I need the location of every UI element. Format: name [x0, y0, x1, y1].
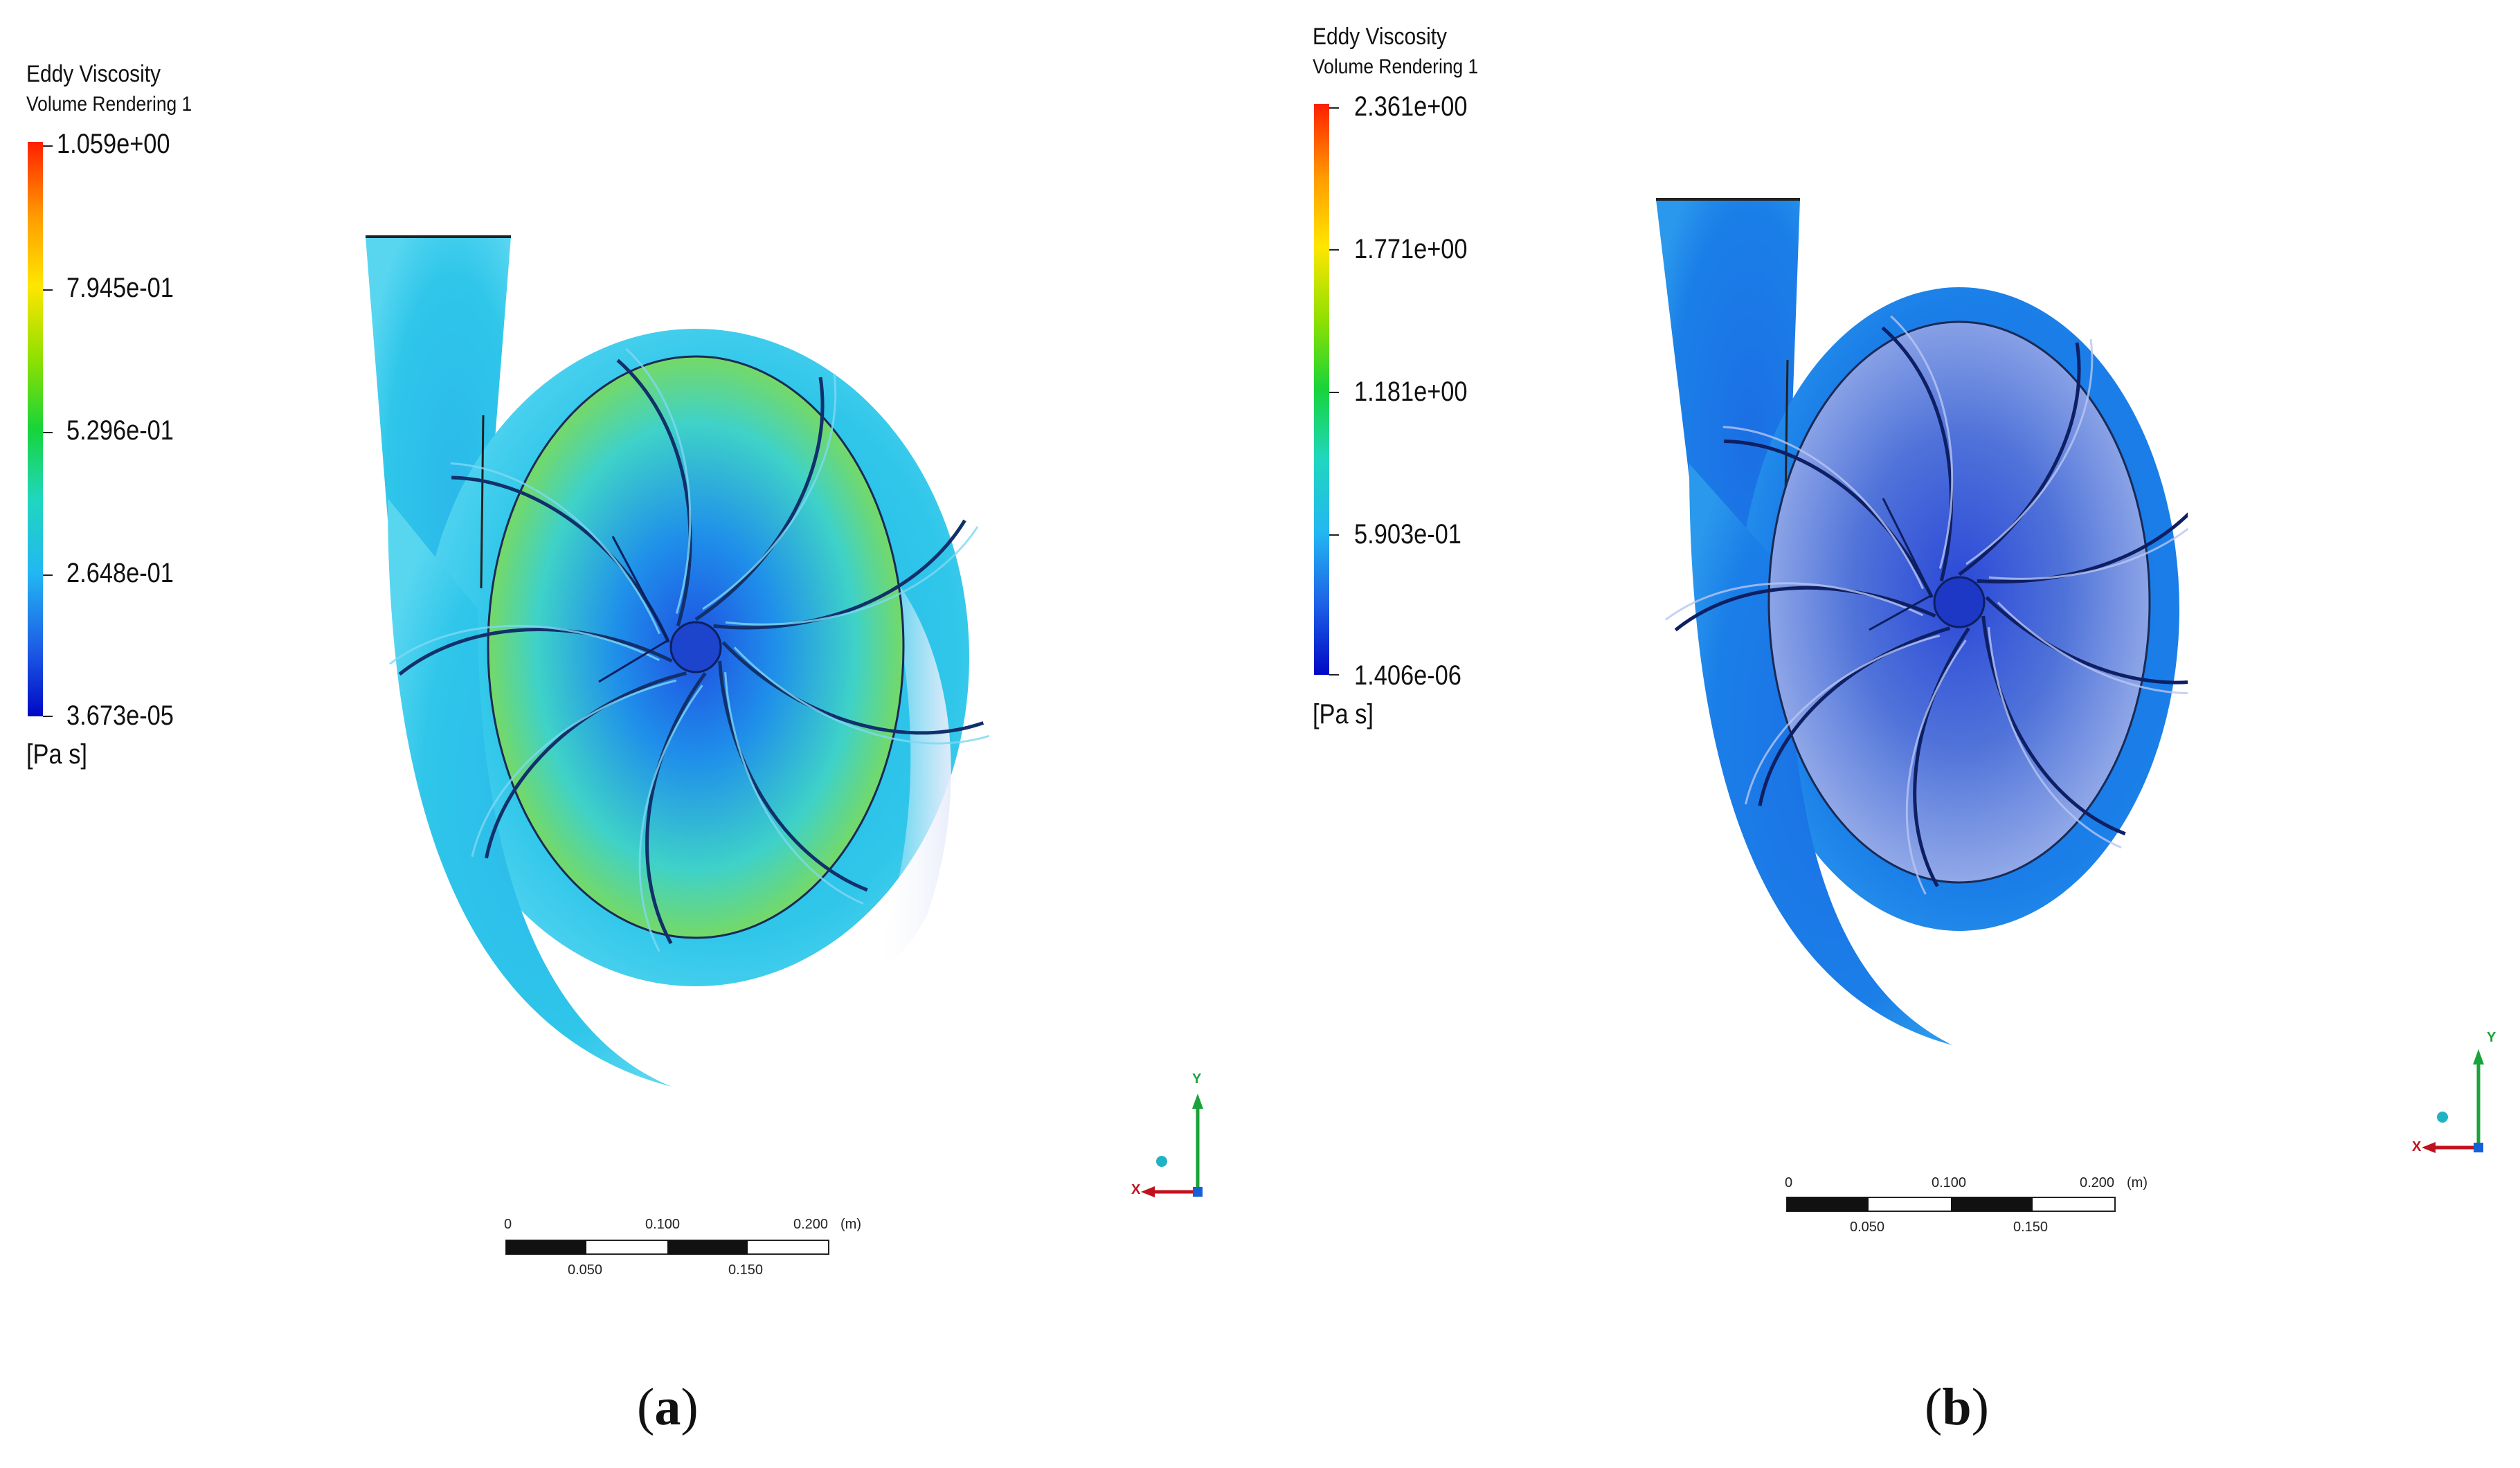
axis-x-label: X	[2412, 1139, 2422, 1154]
panel-b: Eddy Viscosity Volume Rendering 1 2.361e…	[1260, 0, 2520, 1468]
colorbar-tick	[43, 716, 53, 717]
colorbar-tick	[1329, 392, 1339, 393]
colorbar-tick	[1329, 534, 1339, 536]
colorbar-tick-label: 5.296e-01	[66, 415, 174, 446]
scale-bar-label: 0.100	[1932, 1175, 1967, 1190]
panel-caption: (a)	[637, 1378, 699, 1436]
axis-triad	[2422, 1049, 2484, 1153]
impeller	[1665, 315, 2188, 895]
colorbar	[1314, 104, 1329, 675]
scale-bar-label: 0.150	[2013, 1220, 2049, 1235]
colorbar-tick-label: 1.406e-06	[1354, 660, 1461, 691]
scale-bar-label: 0.050	[568, 1262, 603, 1278]
volute-casing	[1689, 464, 1952, 1045]
impeller	[389, 347, 990, 952]
colorbar-tick	[43, 432, 53, 433]
scale-bar-label: 0	[504, 1217, 512, 1232]
colorbar-tick-label: 5.903e-01	[1354, 519, 1461, 550]
colorbar-tick	[1329, 107, 1339, 109]
volute-casing	[366, 237, 526, 747]
legend-title: Eddy Viscosity	[26, 61, 161, 87]
colorbar-tick-label: 1.059e+00	[57, 129, 170, 159]
pump-volume-rendering	[366, 235, 990, 1087]
colorbar-tick	[43, 289, 53, 291]
legend-title: Eddy Viscosity	[1313, 24, 1448, 50]
axis-y-label: Y	[1192, 1071, 1202, 1087]
panel-a: Eddy Viscosity Volume Rendering 1 1.059e…	[26, 61, 1203, 1436]
colorbar-tick-label: 2.648e-01	[66, 558, 174, 588]
colorbar-tick-label: 1.771e+00	[1354, 234, 1468, 264]
colorbar-unit: [Pa s]	[26, 739, 87, 770]
scale-bar-label: 0.150	[728, 1262, 764, 1278]
scale-bar	[1786, 1197, 2116, 1212]
colorbar-tick-label: 1.181e+00	[1354, 377, 1468, 407]
panel-caption: (b)	[1925, 1378, 1989, 1436]
scale-bar-label: 0.100	[645, 1217, 681, 1232]
colorbar-tick	[1329, 674, 1339, 676]
colorbar-tick-label: 7.945e-01	[66, 273, 174, 303]
scale-bar-label: 0	[1785, 1175, 1793, 1190]
axis-y-label: Y	[2487, 1030, 2496, 1045]
scale-bar-label: 0.200	[2080, 1175, 2115, 1190]
colorbar-tick	[1329, 249, 1339, 251]
legend-subtitle: Volume Rendering 1	[1313, 55, 1479, 78]
colorbar	[28, 142, 43, 716]
colorbar-tick	[43, 145, 53, 147]
scale-bar-label: 0.050	[1850, 1220, 1885, 1235]
scale-bar-label: (m)	[2127, 1175, 2148, 1190]
axis-x-label: X	[1131, 1182, 1141, 1197]
axis-triad	[1141, 1094, 1203, 1197]
legend-subtitle: Volume Rendering 1	[26, 93, 192, 116]
scale-bar-label: 0.200	[793, 1217, 829, 1232]
colorbar-tick	[43, 574, 53, 576]
volute-casing	[388, 498, 672, 1087]
colorbar-unit: [Pa s]	[1313, 699, 1374, 730]
scale-bar	[505, 1240, 829, 1255]
colorbar-tick-label: 2.361e+00	[1354, 91, 1468, 122]
scale-bar-label: (m)	[840, 1217, 861, 1232]
pump-volume-rendering	[1656, 198, 2188, 1045]
colorbar-tick-label: 3.673e-05	[66, 700, 174, 731]
